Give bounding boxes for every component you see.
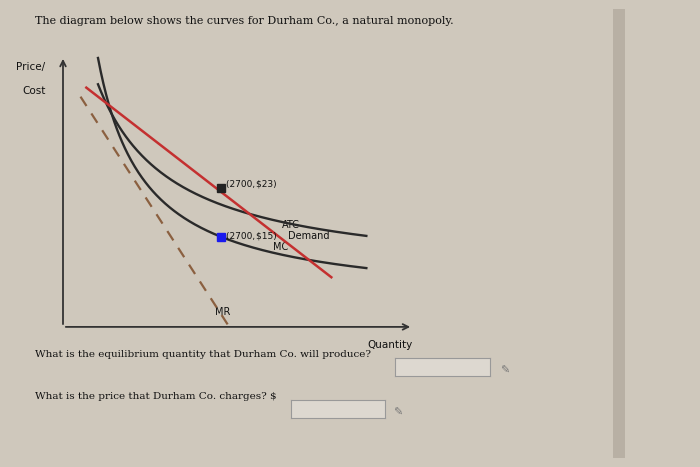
Text: Cost: Cost (22, 86, 46, 96)
Text: ✎: ✎ (500, 366, 510, 375)
Text: (2700, $15): (2700, $15) (225, 232, 276, 241)
Text: Quantity: Quantity (367, 340, 412, 350)
Text: Price/: Price/ (16, 62, 46, 72)
Text: Demand: Demand (288, 231, 329, 241)
Text: ATC: ATC (281, 220, 300, 230)
Text: What is the equilibrium quantity that Durham Co. will produce?: What is the equilibrium quantity that Du… (35, 350, 371, 359)
Text: What is the price that Durham Co. charges? $: What is the price that Durham Co. charge… (35, 392, 276, 401)
Text: The diagram below shows the curves for Durham Co., a natural monopoly.: The diagram below shows the curves for D… (35, 16, 454, 26)
Text: MR: MR (215, 307, 230, 317)
Text: (2700, $23): (2700, $23) (225, 179, 276, 188)
Text: ✎: ✎ (393, 408, 402, 417)
Text: MC: MC (273, 242, 288, 252)
